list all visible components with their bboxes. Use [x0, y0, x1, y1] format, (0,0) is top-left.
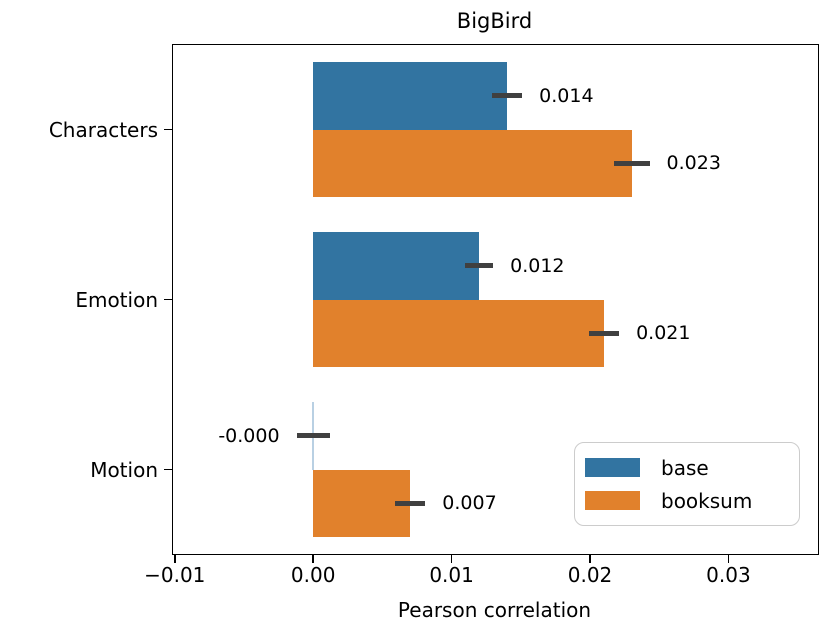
- category-label-emotion: Emotion: [75, 287, 158, 312]
- error-bar-booksum-motion: [394, 500, 426, 506]
- error-bar-base-characters: [491, 93, 523, 99]
- value-label-booksum-characters: 0.023: [666, 152, 721, 175]
- error-bar-booksum-emotion: [588, 330, 620, 336]
- x-tick-3: [589, 554, 591, 563]
- category-label-characters: Characters: [48, 117, 158, 142]
- error-bar-base-motion: [296, 433, 330, 439]
- x-tick-label-1: 0.00: [290, 563, 336, 587]
- x-tick-2: [450, 554, 453, 563]
- legend: base booksum: [574, 442, 800, 526]
- x-tick-label-3: 0.02: [567, 563, 613, 587]
- legend-item-base: base: [585, 458, 799, 478]
- x-tick-label-4: 0.03: [706, 563, 751, 587]
- bar-booksum-motion: [313, 469, 411, 537]
- value-label-booksum-emotion: 0.021: [636, 322, 691, 345]
- y-tick-motion: [164, 468, 172, 471]
- legend-item-booksum: booksum: [585, 491, 799, 511]
- bar-base-characters: [313, 62, 507, 130]
- bar-base-emotion: [313, 232, 480, 300]
- legend-swatch-booksum: [585, 491, 640, 510]
- value-label-base-motion: -0.000: [218, 424, 280, 447]
- chart-title: BigBird: [456, 9, 533, 33]
- x-tick-1: [312, 554, 314, 563]
- bar-booksum-characters: [313, 129, 632, 197]
- legend-label-base: base: [661, 455, 709, 480]
- value-label-base-emotion: 0.012: [510, 254, 565, 277]
- value-label-booksum-motion: 0.007: [442, 492, 497, 515]
- category-label-motion: Motion: [90, 457, 158, 482]
- x-tick-4: [727, 554, 730, 563]
- error-bar-booksum-characters: [613, 160, 650, 166]
- value-label-base-characters: 0.014: [539, 84, 594, 107]
- bar-booksum-emotion: [313, 299, 604, 367]
- legend-swatch-base: [585, 458, 640, 477]
- x-axis-label: Pearson correlation: [397, 598, 592, 622]
- y-tick-emotion: [164, 298, 172, 301]
- error-bar-base-emotion: [465, 263, 494, 269]
- x-tick-label-2: 0.01: [429, 563, 474, 587]
- x-tick-0: [173, 554, 176, 563]
- legend-label-booksum: booksum: [661, 488, 753, 513]
- x-tick-label-0: −0.01: [144, 563, 206, 587]
- y-tick-characters: [164, 128, 172, 131]
